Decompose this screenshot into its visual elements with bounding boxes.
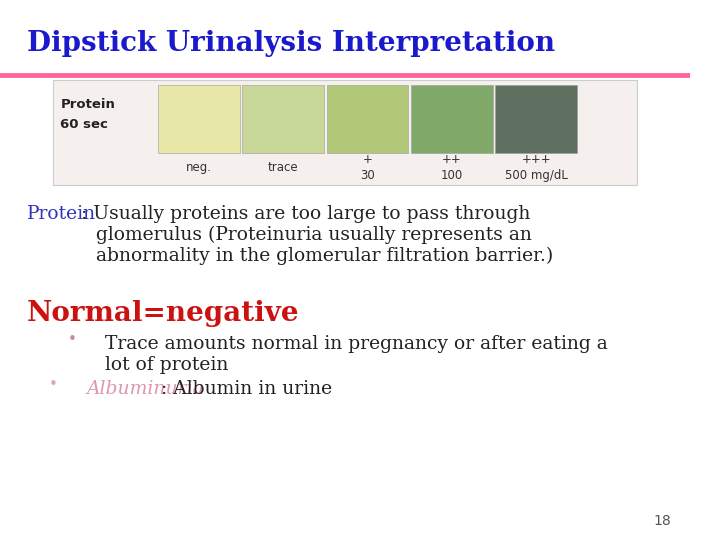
Bar [411, 85, 492, 153]
Text: 500 mg/dL: 500 mg/dL [505, 169, 567, 182]
Text: glomerulus (Proteinuria usually represents an: glomerulus (Proteinuria usually represen… [96, 226, 531, 244]
Text: +: + [363, 153, 372, 166]
Text: : Usually proteins are too large to pass through: : Usually proteins are too large to pass… [81, 205, 531, 223]
Text: Normal=negative: Normal=negative [27, 300, 300, 327]
Text: •: • [48, 377, 57, 392]
Text: Albuminuria: Albuminuria [86, 380, 204, 398]
Text: Dipstick Urinalysis Interpretation: Dipstick Urinalysis Interpretation [27, 30, 555, 57]
Text: neg.: neg. [186, 161, 212, 174]
Text: trace: trace [268, 161, 299, 174]
Bar [243, 85, 324, 153]
Text: Protein: Protein [27, 205, 96, 223]
Text: •: • [68, 332, 76, 347]
Text: lot of protein: lot of protein [105, 356, 229, 374]
Text: ++: ++ [442, 153, 462, 166]
Text: 18: 18 [653, 514, 671, 528]
Text: Protein: Protein [60, 98, 115, 111]
Bar [158, 85, 240, 153]
Text: Trace amounts normal in pregnancy or after eating a: Trace amounts normal in pregnancy or aft… [105, 335, 608, 353]
Text: abnormality in the glomerular filtration barrier.): abnormality in the glomerular filtration… [96, 247, 553, 265]
Text: 30: 30 [360, 169, 375, 182]
Bar [327, 85, 408, 153]
Text: +++: +++ [521, 153, 551, 166]
Bar [495, 85, 577, 153]
Text: 100: 100 [441, 169, 463, 182]
Bar [53, 80, 637, 185]
Text: 60 sec: 60 sec [60, 118, 108, 131]
Text: : Albumin in urine: : Albumin in urine [161, 380, 332, 398]
